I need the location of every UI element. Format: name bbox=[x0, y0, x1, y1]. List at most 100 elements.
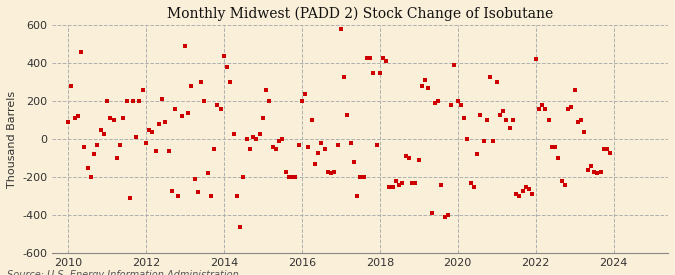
Point bbox=[514, 194, 524, 199]
Point bbox=[209, 147, 219, 151]
Point bbox=[309, 162, 320, 166]
Point bbox=[579, 130, 590, 134]
Point bbox=[439, 215, 450, 219]
Point bbox=[543, 118, 554, 122]
Point bbox=[313, 150, 323, 155]
Point bbox=[257, 116, 268, 120]
Point bbox=[63, 120, 74, 124]
Point bbox=[563, 107, 574, 111]
Point bbox=[368, 71, 379, 75]
Y-axis label: Thousand Barrels: Thousand Barrels bbox=[7, 91, 17, 188]
Point bbox=[556, 179, 567, 183]
Point bbox=[212, 103, 223, 107]
Point bbox=[397, 181, 408, 185]
Point bbox=[76, 50, 86, 54]
Point bbox=[284, 175, 294, 179]
Point bbox=[115, 143, 126, 147]
Point bbox=[241, 137, 252, 141]
Text: Source: U.S. Energy Information Administration: Source: U.S. Energy Information Administ… bbox=[7, 271, 238, 275]
Point bbox=[582, 167, 593, 172]
Point bbox=[273, 139, 284, 143]
Point bbox=[108, 118, 119, 122]
Point bbox=[180, 44, 190, 48]
Point bbox=[293, 143, 304, 147]
Point bbox=[137, 88, 148, 92]
Point bbox=[488, 139, 499, 143]
Point bbox=[264, 99, 275, 103]
Point bbox=[491, 80, 502, 84]
Point bbox=[92, 143, 103, 147]
Point bbox=[105, 116, 115, 120]
Point bbox=[124, 196, 135, 200]
Point bbox=[537, 103, 547, 107]
Point bbox=[420, 78, 431, 82]
Point bbox=[66, 84, 77, 88]
Point bbox=[352, 194, 362, 199]
Point bbox=[364, 55, 375, 60]
Point bbox=[316, 141, 327, 145]
Point bbox=[183, 111, 194, 115]
Point bbox=[290, 175, 301, 179]
Point bbox=[585, 164, 596, 168]
Point bbox=[238, 175, 249, 179]
Point bbox=[95, 128, 106, 132]
Point bbox=[472, 152, 483, 157]
Point bbox=[404, 156, 414, 160]
Point bbox=[381, 59, 392, 64]
Point bbox=[251, 137, 262, 141]
Point bbox=[79, 145, 90, 149]
Point bbox=[170, 107, 181, 111]
Point bbox=[154, 122, 165, 126]
Point bbox=[355, 175, 366, 179]
Point bbox=[443, 213, 454, 218]
Point bbox=[296, 99, 307, 103]
Point bbox=[232, 194, 242, 199]
Point bbox=[147, 130, 158, 134]
Point bbox=[416, 84, 427, 88]
Point bbox=[261, 88, 271, 92]
Point bbox=[540, 107, 551, 111]
Point bbox=[72, 114, 83, 119]
Point bbox=[335, 27, 346, 31]
Point bbox=[167, 188, 178, 193]
Point bbox=[361, 55, 372, 60]
Point bbox=[69, 116, 80, 120]
Point bbox=[325, 171, 336, 176]
Point bbox=[465, 181, 476, 185]
Point bbox=[339, 74, 350, 79]
Point bbox=[345, 141, 356, 145]
Point bbox=[446, 103, 456, 107]
Point bbox=[280, 169, 291, 174]
Point bbox=[592, 171, 603, 176]
Point bbox=[501, 118, 512, 122]
Point bbox=[572, 120, 583, 124]
Point bbox=[102, 99, 113, 103]
Point bbox=[157, 97, 167, 101]
Point bbox=[479, 139, 489, 143]
Point bbox=[533, 107, 544, 111]
Point bbox=[481, 118, 492, 122]
Point bbox=[423, 86, 434, 90]
Point bbox=[468, 185, 479, 189]
Point bbox=[86, 175, 97, 179]
Point bbox=[248, 135, 259, 139]
Point bbox=[271, 147, 281, 151]
Point bbox=[173, 194, 184, 199]
Point bbox=[375, 71, 385, 75]
Point bbox=[196, 80, 207, 84]
Point bbox=[456, 103, 466, 107]
Point bbox=[549, 145, 560, 149]
Point bbox=[134, 99, 145, 103]
Point bbox=[99, 131, 109, 136]
Point bbox=[219, 53, 230, 58]
Point bbox=[88, 152, 99, 157]
Point bbox=[121, 99, 132, 103]
Point bbox=[160, 120, 171, 124]
Point bbox=[254, 131, 265, 136]
Point bbox=[329, 169, 340, 174]
Point bbox=[391, 179, 402, 183]
Point bbox=[128, 99, 138, 103]
Point bbox=[189, 177, 200, 181]
Point bbox=[436, 183, 447, 187]
Point bbox=[131, 135, 142, 139]
